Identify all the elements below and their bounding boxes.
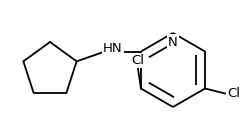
Text: Cl: Cl bbox=[227, 87, 239, 100]
Text: Cl: Cl bbox=[131, 54, 144, 67]
Text: HN: HN bbox=[103, 42, 122, 55]
Text: N: N bbox=[168, 35, 177, 48]
